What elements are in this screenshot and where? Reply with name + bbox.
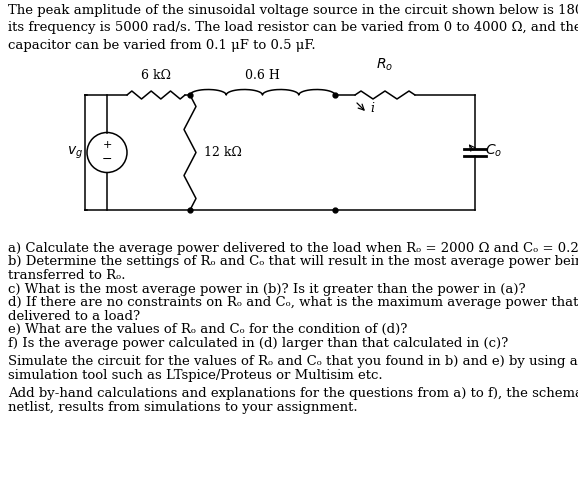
Text: d) If there are no constraints on Rₒ and Cₒ, what is the maximum average power t: d) If there are no constraints on Rₒ and… xyxy=(8,296,578,309)
Text: b) Determine the settings of Rₒ and Cₒ that will result in the most average powe: b) Determine the settings of Rₒ and Cₒ t… xyxy=(8,256,578,268)
Text: Simulate the circuit for the values of Rₒ and Cₒ that you found in b) and e) by : Simulate the circuit for the values of R… xyxy=(8,355,578,368)
Text: c) What is the most average power in (b)? Is it greater than the power in (a)?: c) What is the most average power in (b)… xyxy=(8,283,525,296)
Text: 6 kΩ: 6 kΩ xyxy=(141,69,171,82)
Text: +: + xyxy=(102,141,112,150)
Text: $C_o$: $C_o$ xyxy=(485,142,502,159)
Text: The peak amplitude of the sinusoidal voltage source in the circuit shown below i: The peak amplitude of the sinusoidal vol… xyxy=(8,4,578,52)
Text: i: i xyxy=(370,102,374,116)
Text: netlist, results from simulations to your assignment.: netlist, results from simulations to you… xyxy=(8,401,358,413)
Text: delivered to a load?: delivered to a load? xyxy=(8,309,140,323)
Text: $v_g$: $v_g$ xyxy=(67,144,83,161)
Text: a) Calculate the average power delivered to the load when Rₒ = 2000 Ω and Cₒ = 0: a) Calculate the average power delivered… xyxy=(8,242,578,255)
Text: 12 kΩ: 12 kΩ xyxy=(204,146,242,159)
Text: simulation tool such as LTspice/Proteus or Multisim etc.: simulation tool such as LTspice/Proteus … xyxy=(8,368,383,382)
Text: Add by-hand calculations and explanations for the questions from a) to f), the s: Add by-hand calculations and explanation… xyxy=(8,387,578,400)
Text: f) Is the average power calculated in (d) larger than that calculated in (c)?: f) Is the average power calculated in (d… xyxy=(8,337,508,349)
Text: e) What are the values of Rₒ and Cₒ for the condition of (d)?: e) What are the values of Rₒ and Cₒ for … xyxy=(8,323,407,336)
Text: −: − xyxy=(102,153,112,166)
Text: transferred to Rₒ.: transferred to Rₒ. xyxy=(8,269,125,282)
Text: 0.6 H: 0.6 H xyxy=(244,69,279,82)
Text: $R_o$: $R_o$ xyxy=(376,57,394,73)
